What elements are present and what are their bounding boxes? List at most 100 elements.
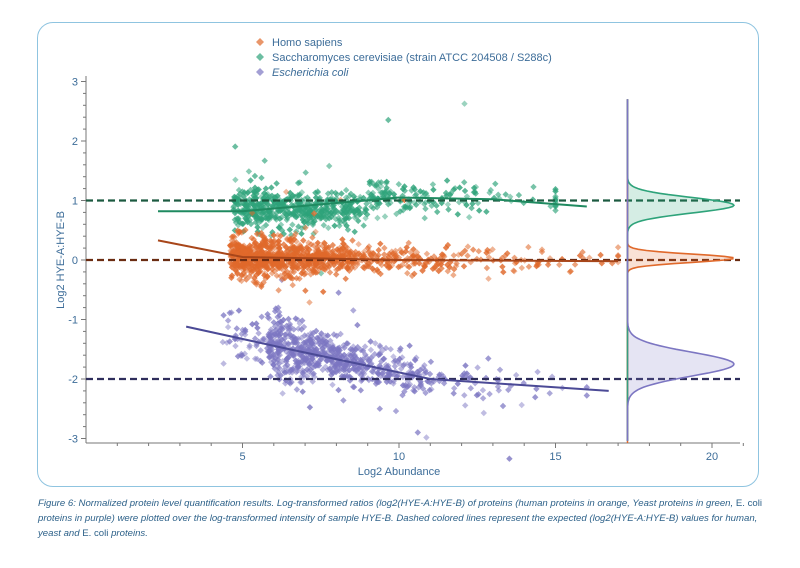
point-human: [430, 253, 438, 260]
point-ecoli: [394, 372, 401, 379]
point-yeast: [515, 191, 523, 199]
point-human: [229, 247, 236, 255]
point-ecoli: [299, 388, 306, 395]
point-human: [375, 251, 382, 259]
point-yeast: [476, 207, 483, 214]
point-ecoli: [361, 343, 369, 350]
point-human: [258, 247, 266, 255]
point-human: [402, 248, 409, 255]
point-yeast: [333, 191, 341, 198]
point-human: [283, 248, 290, 256]
point-ecoli: [242, 326, 249, 334]
point-human: [416, 260, 423, 267]
y-tick-label: 1: [72, 196, 78, 208]
point-ecoli: [285, 315, 292, 323]
point-ecoli: [407, 361, 414, 368]
point-ecoli: [238, 330, 245, 338]
density-curve: [626, 99, 735, 441]
point-human: [360, 264, 367, 271]
point-ecoli: [462, 362, 469, 369]
point-human: [339, 244, 346, 252]
point-ecoli: [277, 372, 284, 379]
point-yeast: [261, 190, 268, 197]
point-human: [614, 252, 622, 259]
point-yeast: [296, 192, 303, 199]
point-ecoli: [277, 318, 284, 325]
point-human: [461, 247, 469, 254]
point-human: [440, 252, 447, 259]
point-human: [319, 261, 327, 268]
point-ecoli: [406, 342, 413, 349]
point-yeast: [443, 177, 451, 184]
point-human: [293, 275, 300, 282]
point-yeast: [245, 201, 253, 209]
point-human: [333, 266, 340, 274]
point-human: [287, 260, 295, 267]
point-yeast: [411, 186, 418, 193]
point-yeast: [342, 194, 350, 201]
point-ecoli: [238, 352, 246, 359]
point-yeast: [275, 207, 282, 215]
point-yeast: [332, 215, 340, 223]
point-yeast: [263, 191, 270, 199]
point-yeast: [378, 179, 385, 186]
y-tick-label: 3: [72, 77, 78, 89]
point-yeast: [239, 220, 247, 227]
point-human: [421, 262, 428, 270]
point-human: [310, 251, 318, 258]
point-human: [289, 242, 296, 250]
point-human: [241, 272, 249, 280]
point-human: [533, 263, 540, 270]
point-human: [234, 269, 241, 277]
point-ecoli: [436, 371, 443, 378]
point-yeast: [421, 200, 428, 208]
point-ecoli: [332, 368, 340, 376]
point-human: [609, 260, 616, 267]
point-ecoli: [275, 304, 282, 311]
point-yeast: [290, 208, 298, 216]
point-human: [475, 248, 482, 255]
point-human: [309, 234, 316, 241]
point-human: [410, 252, 417, 259]
point-yeast: [314, 188, 321, 195]
point-yeast: [279, 199, 286, 206]
point-ecoli: [329, 381, 336, 389]
point-human: [385, 253, 392, 261]
point-yeast: [320, 222, 327, 229]
point-human: [444, 261, 451, 269]
point-yeast: [232, 143, 239, 150]
point-yeast: [265, 215, 272, 222]
point-yeast: [287, 189, 294, 197]
point-human: [355, 241, 362, 248]
point-ecoli: [372, 340, 379, 347]
y-axis-label: Log2 HYE-A:HYE-B: [55, 211, 67, 309]
point-human: [571, 261, 579, 268]
point-human: [242, 226, 249, 234]
point-ecoli: [329, 361, 336, 368]
point-yeast: [410, 184, 417, 191]
point-human: [499, 263, 506, 271]
point-ecoli: [234, 353, 242, 360]
point-human: [342, 275, 349, 283]
point-ecoli: [496, 366, 504, 374]
point-human: [485, 275, 492, 282]
point-ecoli: [257, 347, 264, 354]
point-yeast: [454, 211, 461, 218]
point-ecoli: [376, 405, 383, 412]
point-ecoli: [350, 383, 358, 391]
point-human: [470, 246, 477, 253]
point-human: [423, 250, 431, 257]
point-yeast: [302, 212, 309, 219]
point-ecoli: [226, 338, 233, 345]
point-human: [313, 261, 320, 268]
point-ecoli: [234, 335, 241, 343]
point-yeast: [255, 219, 262, 227]
point-human: [525, 243, 532, 251]
point-human: [293, 251, 300, 258]
point-yeast: [421, 214, 428, 222]
point-human: [381, 244, 388, 252]
point-human: [576, 252, 584, 259]
point-yeast: [483, 208, 490, 215]
point-yeast: [233, 215, 241, 222]
